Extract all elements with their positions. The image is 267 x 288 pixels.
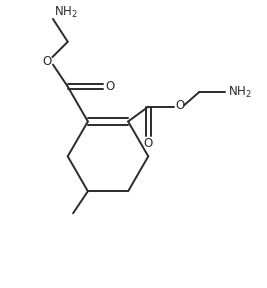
Text: NH$_2$: NH$_2$ bbox=[54, 5, 78, 20]
Text: O: O bbox=[42, 55, 52, 68]
Text: O: O bbox=[105, 80, 115, 93]
Text: NH$_2$: NH$_2$ bbox=[228, 84, 252, 100]
Text: O: O bbox=[175, 99, 184, 112]
Text: O: O bbox=[144, 137, 153, 150]
